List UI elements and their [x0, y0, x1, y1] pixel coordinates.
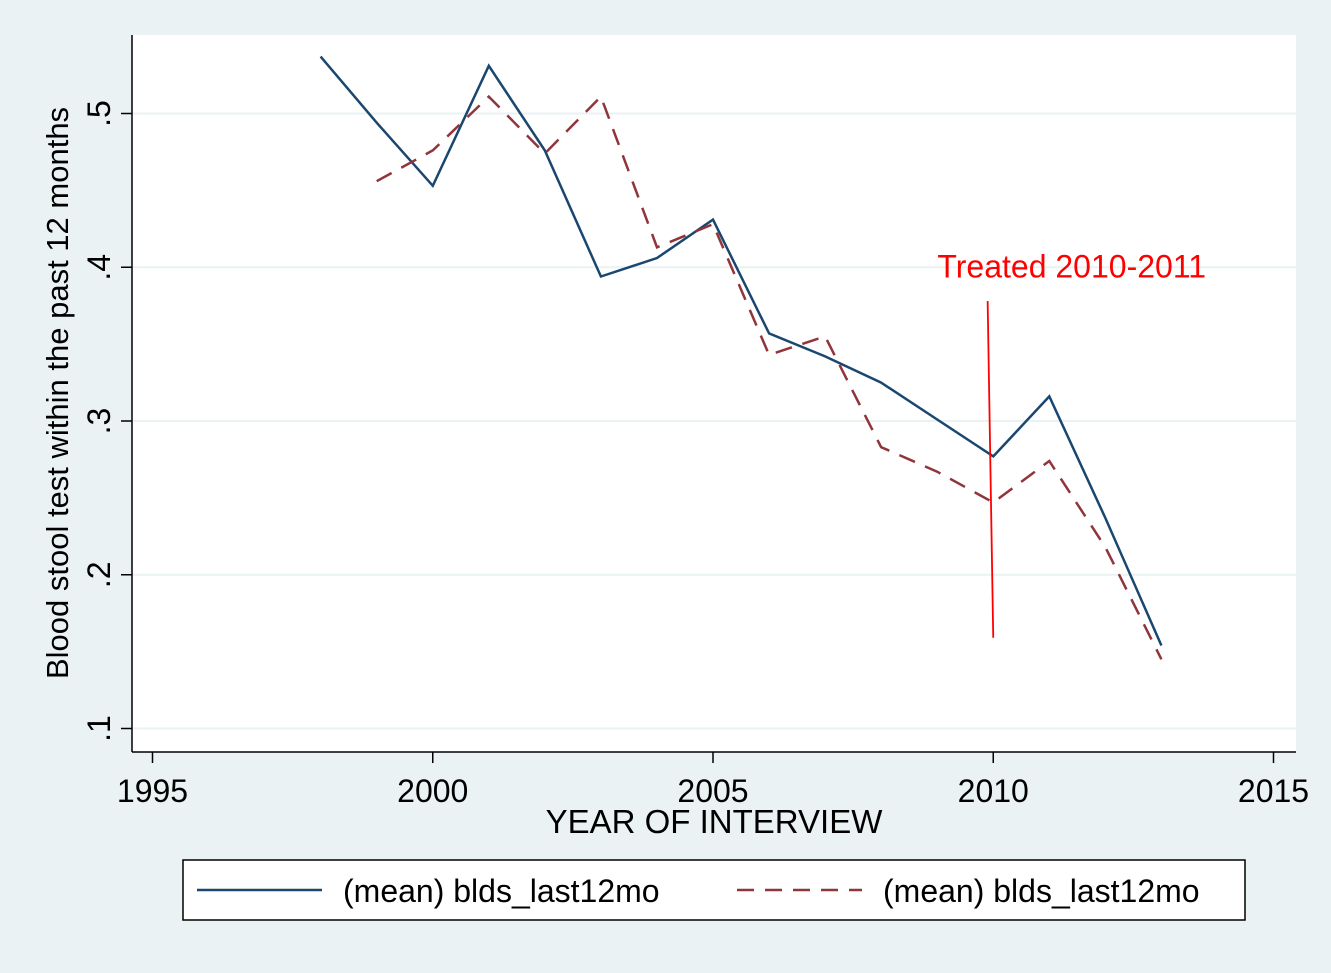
plot-area: [132, 35, 1296, 752]
y-tick-label: .1: [81, 715, 117, 742]
gridlines: [133, 112, 1296, 730]
annotation-label: Treated 2010-2011: [937, 248, 1206, 284]
legend-box: [182, 859, 1246, 921]
x-tick-label: 2010: [958, 773, 1029, 809]
x-tick-label: 1995: [117, 773, 188, 809]
legend: (mean) blds_last12mo (mean) blds_last12m…: [182, 859, 1246, 921]
y-tick-label: .2: [81, 561, 117, 588]
y-tick-label: .4: [81, 254, 117, 281]
axis-ticks: .1 .2 .3 .4 .5 1995 2000 2005 2010 2015: [81, 100, 1309, 809]
x-axis-label: YEAR OF INTERVIEW: [546, 803, 884, 840]
series-line-1: [319, 55, 1163, 647]
annotation-line: [986, 301, 995, 638]
x-tick-label: 2015: [1238, 773, 1309, 809]
series-line-2: [376, 94, 1163, 660]
y-tick-label: .5: [81, 100, 117, 127]
legend-label-series-2: (mean) blds_last12mo: [883, 873, 1200, 909]
y-tick-label: .3: [81, 408, 117, 435]
legend-label-series-1: (mean) blds_last12mo: [343, 873, 660, 909]
axes: [131, 35, 1296, 753]
x-tick-label: 2000: [397, 773, 468, 809]
annotations: Treated 2010-2011: [937, 248, 1206, 638]
y-axis-label: Blood stool test within the past 12 mont…: [40, 107, 75, 679]
series-lines: [319, 55, 1163, 660]
x-tick-label: 2005: [677, 773, 748, 809]
